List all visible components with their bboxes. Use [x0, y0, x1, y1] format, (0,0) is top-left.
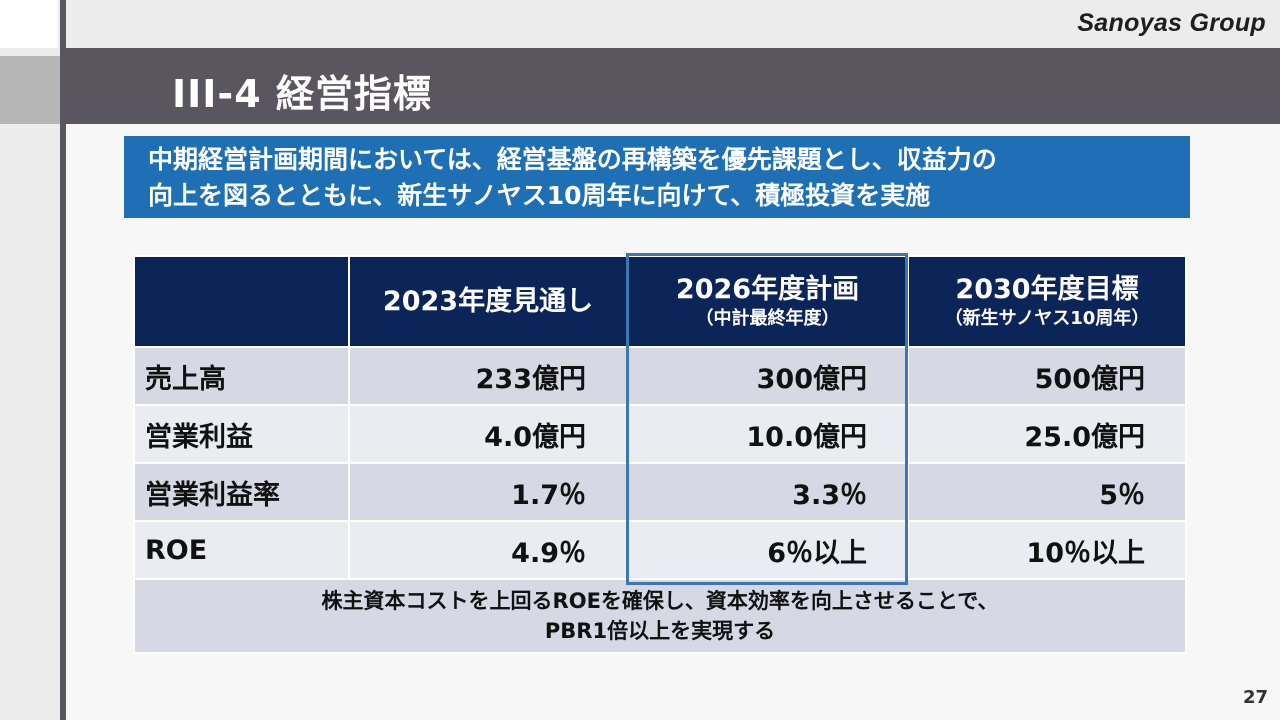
table-row: 営業利益 4.0億円 10.0億円 25.0億円 — [133, 404, 1187, 464]
left-stripe-top — [0, 0, 58, 48]
table-note: 株主資本コストを上回るROEを確保し、資本効率を向上させることで、 PBR1倍以… — [133, 578, 1187, 654]
header-bar — [60, 48, 1280, 124]
page-number: 27 — [1242, 687, 1268, 708]
row-label: 売上高 — [133, 346, 350, 406]
cell-value: 6％以上 — [626, 520, 909, 580]
banner-line-1: 中期経営計画期間においては、経営基盤の再構築を優先課題とし、収益力の — [148, 145, 997, 174]
left-rule — [60, 0, 66, 720]
kpi-table: 2023年度見通し 2026年度計画 （中計最終年度） 2030年度目標 （新生… — [133, 255, 1187, 654]
header-cell-2023: 2023年度見通し — [348, 255, 628, 348]
header-cell-2030: 2030年度目標 （新生サノヤス10周年） — [907, 255, 1187, 348]
cell-value: 5％ — [907, 462, 1187, 522]
note-line-1: 株主資本コストを上回るROEを確保し、資本効率を向上させることで、 — [321, 589, 999, 613]
header-sub: （新生サノヤス10周年） — [944, 307, 1150, 329]
header-cell-2026: 2026年度計画 （中計最終年度） — [626, 255, 909, 348]
cell-value: 233億円 — [348, 346, 628, 406]
row-label: 営業利益 — [133, 404, 350, 464]
banner-line-2: 向上を図るとともに、新生サノヤス10周年に向けて、積極投資を実施 — [148, 181, 931, 210]
header-cell-empty — [133, 255, 350, 348]
summary-banner: 中期経営計画期間においては、経営基盤の再構築を優先課題とし、収益力の 向上を図る… — [124, 136, 1190, 218]
left-margin — [0, 48, 60, 720]
cell-value: 10％以上 — [907, 520, 1187, 580]
header-sub: （中計最終年度） — [695, 307, 840, 329]
table-header-row: 2023年度見通し 2026年度計画 （中計最終年度） 2030年度目標 （新生… — [133, 255, 1187, 348]
header-main: 2030年度目標 — [955, 273, 1139, 305]
cell-value: 1.7％ — [348, 462, 628, 522]
row-label: 営業利益率 — [133, 462, 350, 522]
cell-value: 3.3％ — [626, 462, 909, 522]
top-band — [0, 0, 1280, 48]
cell-value: 25.0億円 — [907, 404, 1187, 464]
page-title: III-4 経営指標 — [172, 72, 432, 116]
cell-value: 300億円 — [626, 346, 909, 406]
note-line-2: PBR1倍以上を実現する — [544, 619, 776, 643]
table-row: 売上高 233億円 300億円 500億円 — [133, 346, 1187, 406]
header-accent-block — [0, 56, 60, 124]
company-logo: Sanoyas Group — [1077, 9, 1266, 37]
header-main: 2023年度見通し — [382, 285, 594, 317]
row-label: ROE — [133, 520, 350, 580]
header-main: 2026年度計画 — [675, 273, 860, 305]
cell-value: 4.0億円 — [348, 404, 628, 464]
cell-value: 4.9％ — [348, 520, 628, 580]
table-note-row: 株主資本コストを上回るROEを確保し、資本効率を向上させることで、 PBR1倍以… — [133, 578, 1187, 654]
cell-value: 500億円 — [907, 346, 1187, 406]
table-row: 営業利益率 1.7％ 3.3％ 5％ — [133, 462, 1187, 522]
cell-value: 10.0億円 — [626, 404, 909, 464]
table-row: ROE 4.9％ 6％以上 10％以上 — [133, 520, 1187, 580]
